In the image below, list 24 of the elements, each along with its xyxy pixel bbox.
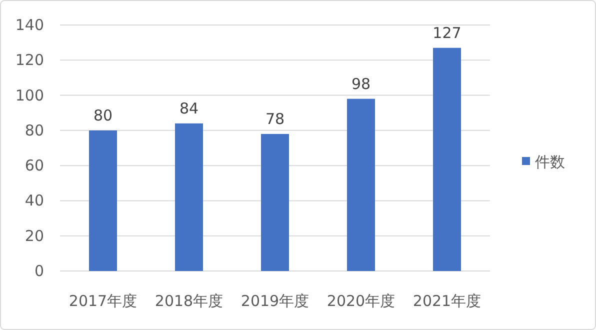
data-label: 98 [351,74,371,93]
y-tick-label: 80 [24,121,44,140]
bar [175,123,203,271]
y-tick-label: 140 [15,16,44,34]
bar [347,98,375,271]
x-tick-label: 2017年度 [68,292,138,310]
bar [433,48,461,271]
x-tick-label: 2021年度 [412,292,482,310]
y-tick-label: 20 [24,226,44,245]
data-label: 80 [93,106,113,124]
data-label: 84 [179,99,199,118]
x-tick-label: 2020年度 [326,292,396,310]
y-tick-label: 100 [15,86,44,104]
x-tick-label: 2019年度 [240,292,310,310]
legend-label: 件数 [535,153,565,171]
y-tick-label: 120 [15,51,44,70]
bar [261,134,289,271]
y-tick-label: 0 [34,262,44,280]
x-tick-label: 2018年度 [154,292,224,310]
y-tick-label: 40 [24,192,44,210]
bar [89,130,117,271]
y-tick-label: 60 [24,156,44,175]
data-label: 78 [265,110,285,128]
data-label: 127 [432,24,462,42]
